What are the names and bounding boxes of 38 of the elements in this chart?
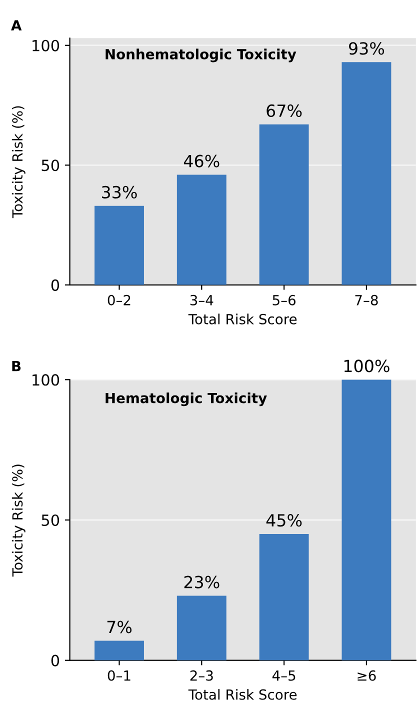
chart-title: A [11, 20, 22, 30]
x-tick-label: 5–6 [272, 294, 296, 306]
y-axis-title: Toxicity Risk (%) [12, 464, 26, 577]
x-axis-title: Total Risk Score [188, 314, 297, 324]
bar [259, 124, 309, 285]
x-tick-label: 4–5 [272, 670, 296, 681]
data-label: 45% [266, 514, 302, 527]
x-tick-label: 0–2 [108, 294, 130, 306]
chart-title: B [12, 361, 21, 372]
bar [176, 174, 226, 285]
data-label: 100% [344, 360, 390, 372]
y-tick-label: 50 [42, 514, 60, 526]
data-label: 67% [266, 104, 302, 118]
text: Hematologic Toxicity [106, 392, 267, 406]
y-tick-label: 50 [42, 160, 60, 172]
y-axis-title: Toxicity Risk (%) [12, 106, 26, 218]
data-label: 46% [184, 154, 220, 168]
data-label: 33% [102, 186, 137, 198]
x-tick-label: 3–4 [190, 294, 214, 306]
bar [342, 62, 392, 285]
bar [94, 206, 144, 285]
data-label: 93% [348, 42, 384, 55]
y-tick-label: 100 [32, 40, 60, 52]
data-label: 7% [107, 620, 132, 634]
bar [342, 380, 392, 660]
x-tick-label: 7–8 [355, 294, 378, 306]
bar [176, 596, 226, 660]
y-tick-label: 0 [51, 654, 60, 666]
y-tick-label: 100 [32, 374, 60, 386]
bar [94, 640, 144, 660]
x-tick-label: 2–3 [190, 670, 213, 681]
bar [259, 534, 309, 660]
data-label: 23% [184, 576, 220, 588]
x-tick-label: 0–1 [108, 670, 130, 681]
text: Nonhematologic Toxicity [106, 48, 296, 62]
y-tick-label: 0 [51, 279, 60, 291]
x-tick-label: ≥6 [358, 670, 376, 681]
x-axis-title: Total Risk Score [188, 689, 297, 700]
